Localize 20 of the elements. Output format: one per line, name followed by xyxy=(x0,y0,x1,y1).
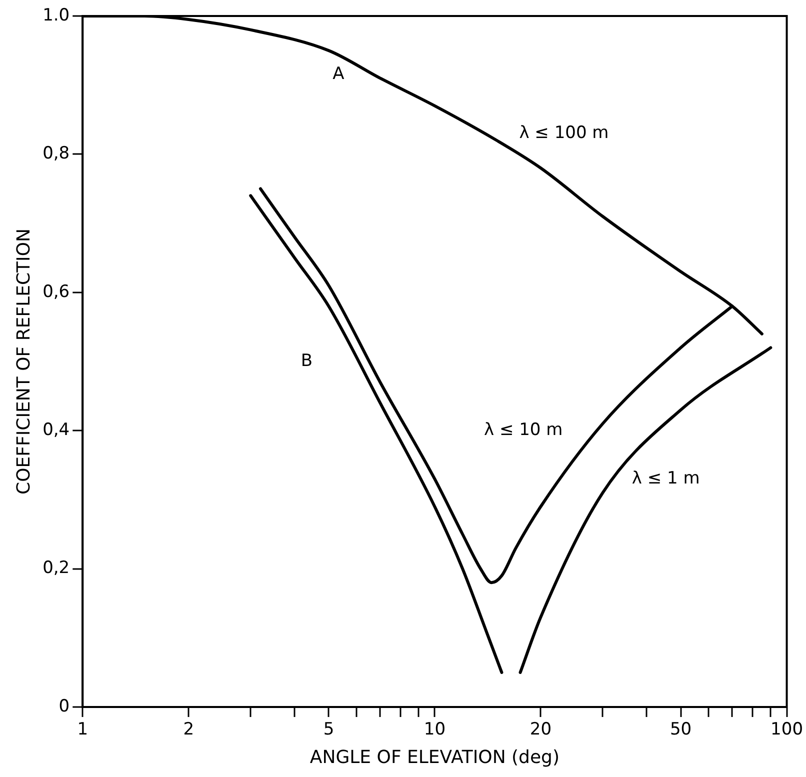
x-tick-label: 20 xyxy=(530,720,552,740)
x-tick-label: 5 xyxy=(323,720,334,740)
annotation: B xyxy=(300,350,313,371)
y-tick-label: 0,8 xyxy=(42,144,70,164)
series-label: λ ≤ 10 m xyxy=(484,420,563,440)
annotation: A xyxy=(332,64,345,84)
x-tick-label: 50 xyxy=(670,720,692,740)
x-tick-label: 1 xyxy=(77,720,88,740)
x-tick-label: 100 xyxy=(770,720,804,740)
y-axis-title: COEFFICIENT OF REFLECTION xyxy=(13,228,34,494)
y-tick-label: 0 xyxy=(58,696,70,716)
y-tick-label: 0,6 xyxy=(42,282,70,302)
y-tick-label: 0,2 xyxy=(42,558,70,578)
series-label: λ ≤ 100 m xyxy=(519,122,609,143)
x-tick-label: 10 xyxy=(424,720,446,740)
x-tick-label: 2 xyxy=(183,720,194,740)
y-tick-label: 0,4 xyxy=(42,420,70,440)
series-label: λ ≤ 1 m xyxy=(632,468,700,488)
x-axis-title: ANGLE OF ELEVATION (deg) xyxy=(310,746,560,768)
y-tick-label: 1.0 xyxy=(42,5,70,26)
